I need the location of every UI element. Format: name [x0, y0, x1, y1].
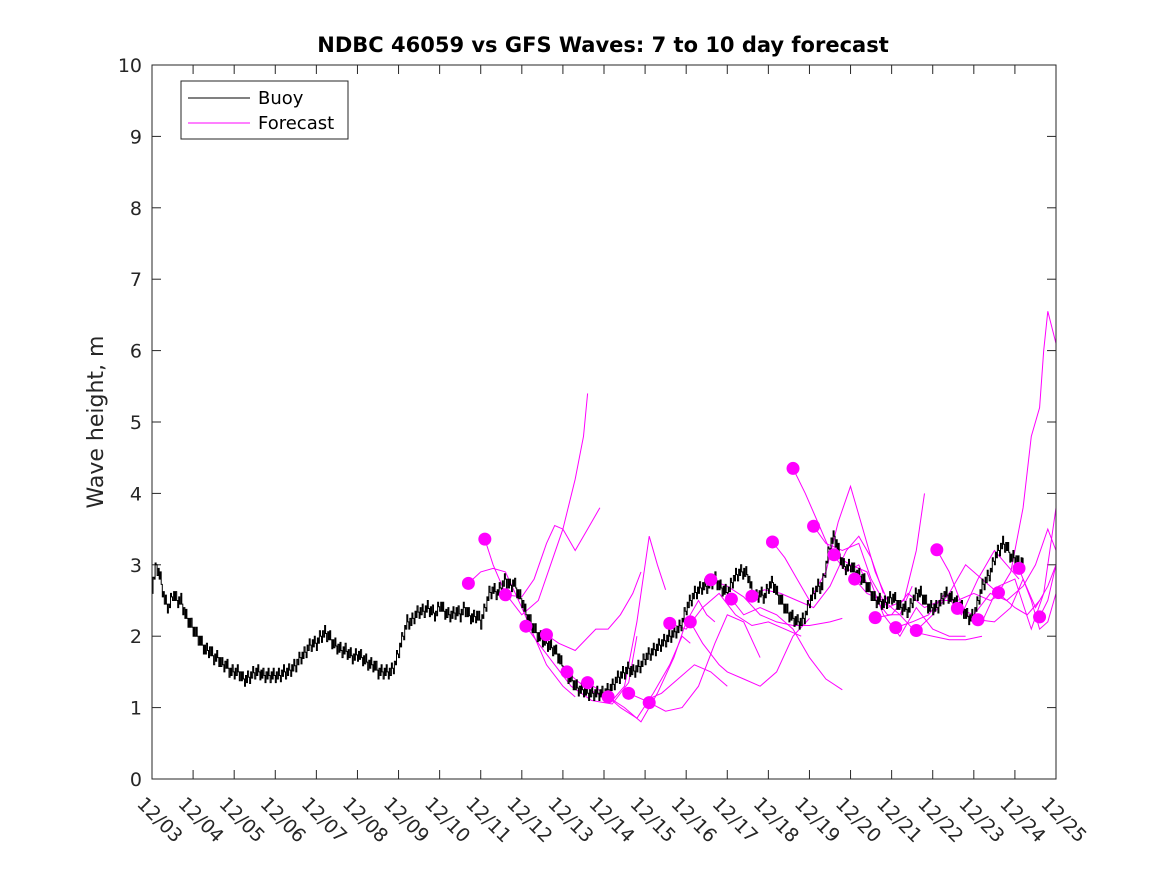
forecast-start-marker — [868, 611, 882, 625]
plot-frame — [151, 64, 1057, 780]
chart-title: NDBC 46059 vs GFS Waves: 7 to 10 day for… — [317, 33, 888, 57]
forecast-start-marker — [461, 576, 475, 590]
y-tick-label: 3 — [130, 555, 142, 577]
forecast-start-marker — [478, 532, 492, 546]
forecast-start-marker — [786, 461, 800, 475]
forecast-line — [546, 571, 642, 652]
buoy-series-line — [152, 530, 1024, 701]
legend-box — [180, 80, 349, 140]
forecast-line — [607, 599, 716, 723]
forecast-start-marker — [950, 601, 964, 615]
forecast-start-marker — [889, 621, 903, 635]
y-tick-label: 2 — [130, 626, 142, 648]
forecast-line — [751, 535, 884, 609]
forecast-start-marker — [622, 686, 636, 700]
forecast-start-marker — [765, 535, 779, 549]
forecast-start-marker — [930, 543, 944, 557]
y-tick-label: 6 — [130, 341, 142, 363]
legend-forecast-label: Forecast — [258, 113, 334, 134]
forecast-start-marker — [1033, 610, 1047, 624]
forecast-line — [731, 598, 843, 691]
forecast-line — [833, 554, 966, 638]
buoy-line — [152, 530, 1024, 701]
forecast-start-marker — [498, 588, 512, 602]
forecast-start-marker — [683, 615, 697, 629]
legend-buoy-label: Buoy — [258, 88, 304, 109]
plot-area — [152, 65, 1056, 779]
forecast-start-marker — [909, 623, 923, 637]
forecast-start-marker — [807, 519, 821, 533]
forecast-start-marker — [704, 573, 718, 587]
forecast-line — [648, 614, 761, 712]
forecast-start-marker — [601, 690, 615, 704]
forecast-start-marker — [539, 628, 553, 642]
forecast-start-markers — [461, 461, 1047, 710]
forecast-start-marker — [519, 619, 533, 633]
forecast-start-marker — [1012, 561, 1026, 575]
forecast-start-marker — [724, 592, 738, 606]
forecast-start-marker — [581, 676, 595, 690]
forecast-start-marker — [971, 613, 985, 627]
y-tick-label: 10 — [118, 55, 142, 77]
forecast-line — [689, 618, 810, 687]
forecast-line — [895, 549, 1020, 629]
forecast-start-marker — [745, 589, 759, 603]
forecast-start-marker — [663, 616, 677, 630]
y-tick-label: 0 — [130, 769, 142, 791]
y-tick-label: 9 — [130, 126, 142, 148]
forecast-line — [772, 484, 888, 602]
forecast-start-marker — [848, 572, 862, 586]
forecast-line — [505, 507, 601, 598]
y-tick-label: 7 — [130, 269, 142, 291]
forecast-start-marker — [642, 696, 656, 710]
forecast-start-marker — [560, 665, 574, 679]
y-tick-label: 5 — [130, 412, 142, 434]
forecast-start-marker — [991, 586, 1005, 600]
y-tick-label: 8 — [130, 198, 142, 220]
y-tick-label: 1 — [130, 698, 142, 720]
y-axis-label: Wave height, m — [84, 336, 109, 509]
y-tick-labels: 0 1 2 3 4 5 6 7 8 9 10 — [118, 55, 142, 791]
forecast-line — [710, 579, 843, 626]
legend: Buoy Forecast — [180, 80, 349, 140]
forecast-start-marker — [827, 548, 841, 562]
forecast-line — [484, 393, 589, 616]
y-tick-label: 4 — [130, 483, 142, 505]
forecast-line — [1018, 568, 1057, 630]
